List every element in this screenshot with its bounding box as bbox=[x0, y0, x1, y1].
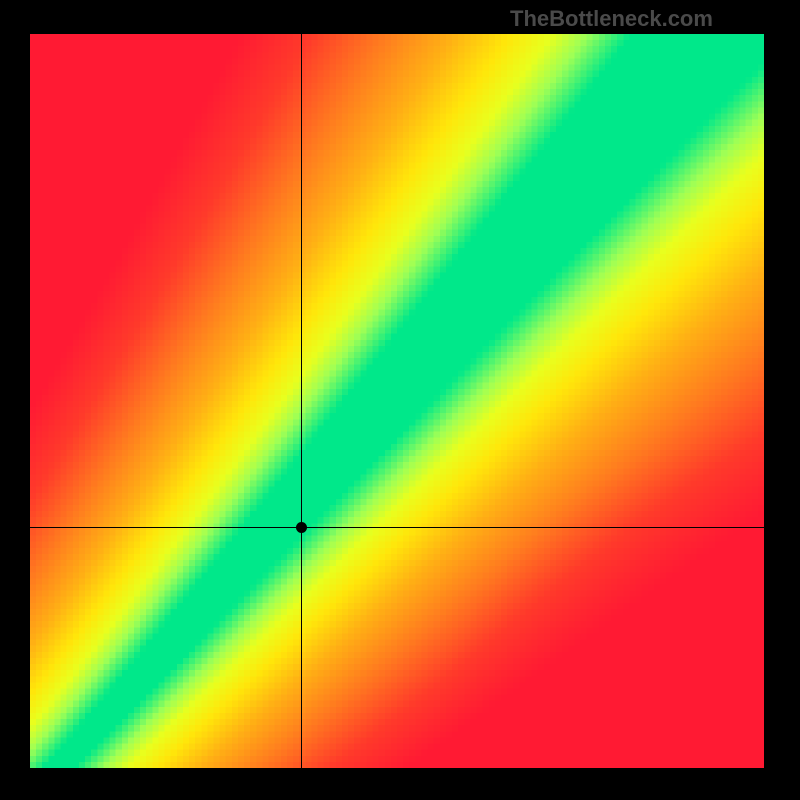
crosshair-vertical bbox=[301, 34, 302, 768]
data-point-marker bbox=[296, 522, 307, 533]
watermark-text: TheBottleneck.com bbox=[510, 6, 713, 32]
chart-container: TheBottleneck.com bbox=[0, 0, 800, 800]
bottleneck-heatmap bbox=[30, 34, 764, 768]
crosshair-horizontal bbox=[30, 527, 764, 528]
